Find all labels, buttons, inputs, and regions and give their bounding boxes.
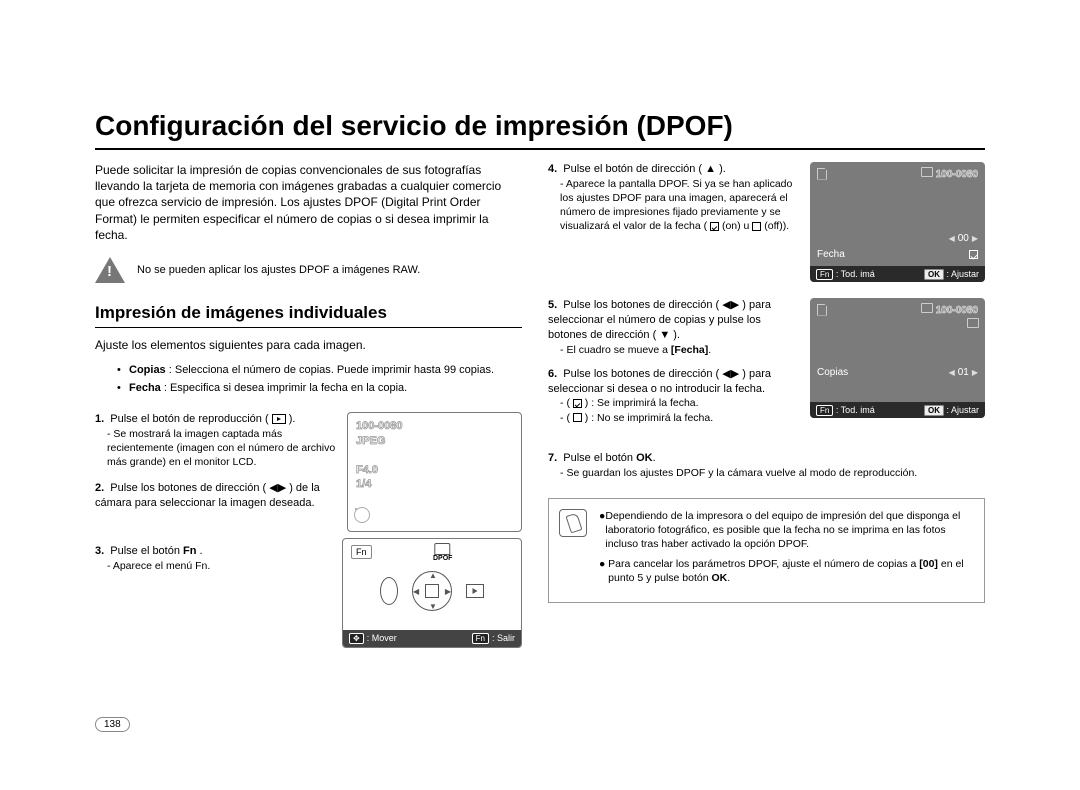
checkbox-on-icon bbox=[573, 399, 582, 408]
note-item-2: ● Para cancelar los parámetros DPOF, aju… bbox=[599, 557, 974, 585]
step-5: 5. Pulse los botones de dirección ( ◀▶ )… bbox=[548, 298, 802, 357]
dpof-icon bbox=[435, 543, 451, 555]
ok-oval-icon bbox=[380, 577, 398, 605]
step-3-row: 3. Pulse el botón Fn . - Aparece el menú… bbox=[95, 544, 522, 648]
note-item-1: ● Dependiendo de la impresora o del equi… bbox=[599, 509, 974, 552]
step-3-num: 3. bbox=[95, 545, 107, 557]
note-box: ● Dependiendo de la impresora o del equi… bbox=[548, 498, 985, 603]
checkbox-off-icon bbox=[752, 222, 761, 231]
print-icon bbox=[921, 167, 933, 177]
right-column: 4. Pulse el botón de dirección ( ▲ ). - … bbox=[548, 162, 985, 660]
checkbox-off-icon bbox=[573, 413, 582, 422]
fn-badge-icon: Fn bbox=[816, 269, 833, 280]
fn-badge-icon: Fn bbox=[816, 405, 833, 416]
step-1-num: 1. bbox=[95, 413, 107, 425]
checkbox-on-icon bbox=[969, 250, 978, 259]
dpad-icon: ▲ ▼ ◀ ▶ bbox=[412, 571, 452, 611]
bullet-item-fecha: • Fecha : Especifica si desea imprimir l… bbox=[117, 382, 522, 394]
note-icon bbox=[559, 509, 587, 537]
step-3-text-a: Pulse el botón bbox=[110, 545, 183, 557]
left-column: Puede solicitar la impresión de copias c… bbox=[95, 162, 522, 660]
print-icon bbox=[921, 303, 933, 313]
play-icon bbox=[272, 414, 286, 424]
warning-box: ! No se pueden aplicar los ajustes DPOF … bbox=[95, 257, 522, 283]
page-title: Configuración del servicio de impresión … bbox=[95, 110, 985, 150]
dpof-label: DPOF bbox=[433, 543, 452, 562]
fn-corner-label: Fn bbox=[351, 545, 372, 559]
checkbox-on-icon bbox=[710, 222, 719, 231]
ok-badge-icon: OK bbox=[924, 269, 944, 280]
lcd-screen-fn-menu: Fn DPOF ▲ ▼ ◀ ▶ ✥ : bbox=[342, 538, 522, 648]
ok-badge-icon: OK bbox=[924, 405, 944, 416]
fn-badge-icon: Fn bbox=[472, 633, 489, 644]
warning-icon: ! bbox=[95, 257, 125, 283]
lcd-screen-playback: 100-0080 JPEG F4.0 1/4 bbox=[347, 412, 522, 532]
aperture-icon bbox=[354, 507, 370, 523]
page-number: 138 bbox=[95, 717, 130, 732]
step-2-text: Pulse los botones de dirección ( ◀▶ ) de… bbox=[95, 482, 320, 509]
play-icon bbox=[466, 584, 484, 598]
sd-card-icon bbox=[817, 303, 827, 316]
step-1-row: 1. Pulse el botón de reproducción ( ). -… bbox=[95, 412, 522, 532]
section-heading: Impresión de imágenes individuales bbox=[95, 303, 522, 328]
intro-paragraph: Puede solicitar la impresión de copias c… bbox=[95, 162, 522, 243]
step-1-sub: - Se mostrará la imagen captada más reci… bbox=[107, 427, 339, 470]
step-2-num: 2. bbox=[95, 482, 107, 494]
warning-text: No se pueden aplicar los ajustes DPOF a … bbox=[137, 263, 420, 277]
lcd-screen-dpof-copias: 100-0080 Copias ◀01▶ Fn : Tod. imá OK : … bbox=[810, 298, 985, 418]
bullet-list: • Copias : Selecciona el número de copia… bbox=[117, 364, 522, 394]
step-4: 4. Pulse el botón de dirección ( ▲ ). - … bbox=[548, 162, 802, 234]
step-3-text-b: Fn bbox=[183, 545, 196, 557]
print-icon bbox=[967, 318, 979, 328]
step-7: 7. Pulse el botón OK. - Se guardan los a… bbox=[548, 451, 985, 480]
bullet-item-copias: • Copias : Selecciona el número de copia… bbox=[117, 364, 522, 376]
dpad-badge-icon: ✥ bbox=[349, 633, 364, 644]
sd-card-icon bbox=[817, 167, 827, 180]
section-subintro: Ajuste los elementos siguientes para cad… bbox=[95, 338, 522, 352]
lcd-screen-dpof-fecha: 100-0080 ◀00▶ Fecha Fn : Tod. imá OK : A… bbox=[810, 162, 985, 282]
step-1-text: Pulse el botón de reproducción ( bbox=[110, 413, 271, 425]
step-6: 6. Pulse los botones de dirección ( ◀▶ )… bbox=[548, 367, 802, 425]
step-3-sub: - Aparece el menú Fn. bbox=[107, 559, 334, 573]
